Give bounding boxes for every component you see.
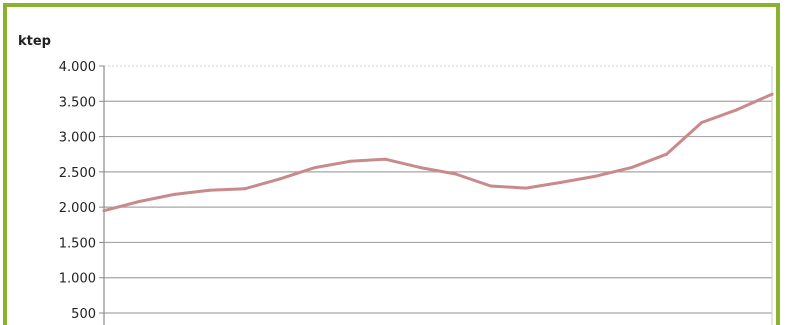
data-point-2 bbox=[172, 192, 176, 196]
data-point-11 bbox=[489, 184, 493, 188]
y-tick-label-3500: 3.500 bbox=[59, 95, 96, 110]
data-point-12 bbox=[524, 186, 528, 190]
data-point-14 bbox=[594, 174, 598, 178]
data-point-9 bbox=[418, 166, 422, 170]
data-point-16 bbox=[665, 152, 668, 156]
data-point-7 bbox=[348, 159, 352, 163]
data-point-18 bbox=[735, 108, 739, 112]
data-point-10 bbox=[454, 172, 458, 176]
data-point-13 bbox=[559, 180, 563, 184]
data-point-6 bbox=[313, 166, 317, 170]
y-tick-label-1500: 1.500 bbox=[59, 236, 96, 251]
data-point-17 bbox=[700, 121, 704, 124]
data-point-4 bbox=[243, 187, 247, 191]
data-point-15 bbox=[629, 166, 633, 170]
data-point-5 bbox=[278, 177, 282, 181]
data-point-19 bbox=[770, 92, 774, 96]
y-axis-unit-label: ktep bbox=[18, 34, 51, 49]
data-point-0 bbox=[102, 209, 106, 213]
y-tick-label-4000: 4.000 bbox=[59, 60, 96, 75]
series-layer bbox=[102, 92, 774, 213]
y-tick-label-1000: 1.000 bbox=[59, 272, 96, 287]
data-point-3 bbox=[208, 188, 211, 192]
series-line-0 bbox=[102, 92, 774, 213]
data-point-1 bbox=[137, 200, 141, 203]
y-tick-label-3000: 3.000 bbox=[59, 131, 96, 146]
data-point-8 bbox=[383, 157, 387, 161]
y-tick-label-500: 500 bbox=[71, 307, 96, 322]
chart-frame bbox=[3, 3, 780, 325]
y-axis-tick-labels: 500 1.000 1.500 2.000 2.500 3.000 3.500 4.000 bbox=[59, 60, 96, 322]
y-tick-label-2500: 2.500 bbox=[59, 166, 96, 181]
y-tick-label-2000: 2.000 bbox=[59, 201, 96, 216]
axes bbox=[99, 65, 773, 325]
